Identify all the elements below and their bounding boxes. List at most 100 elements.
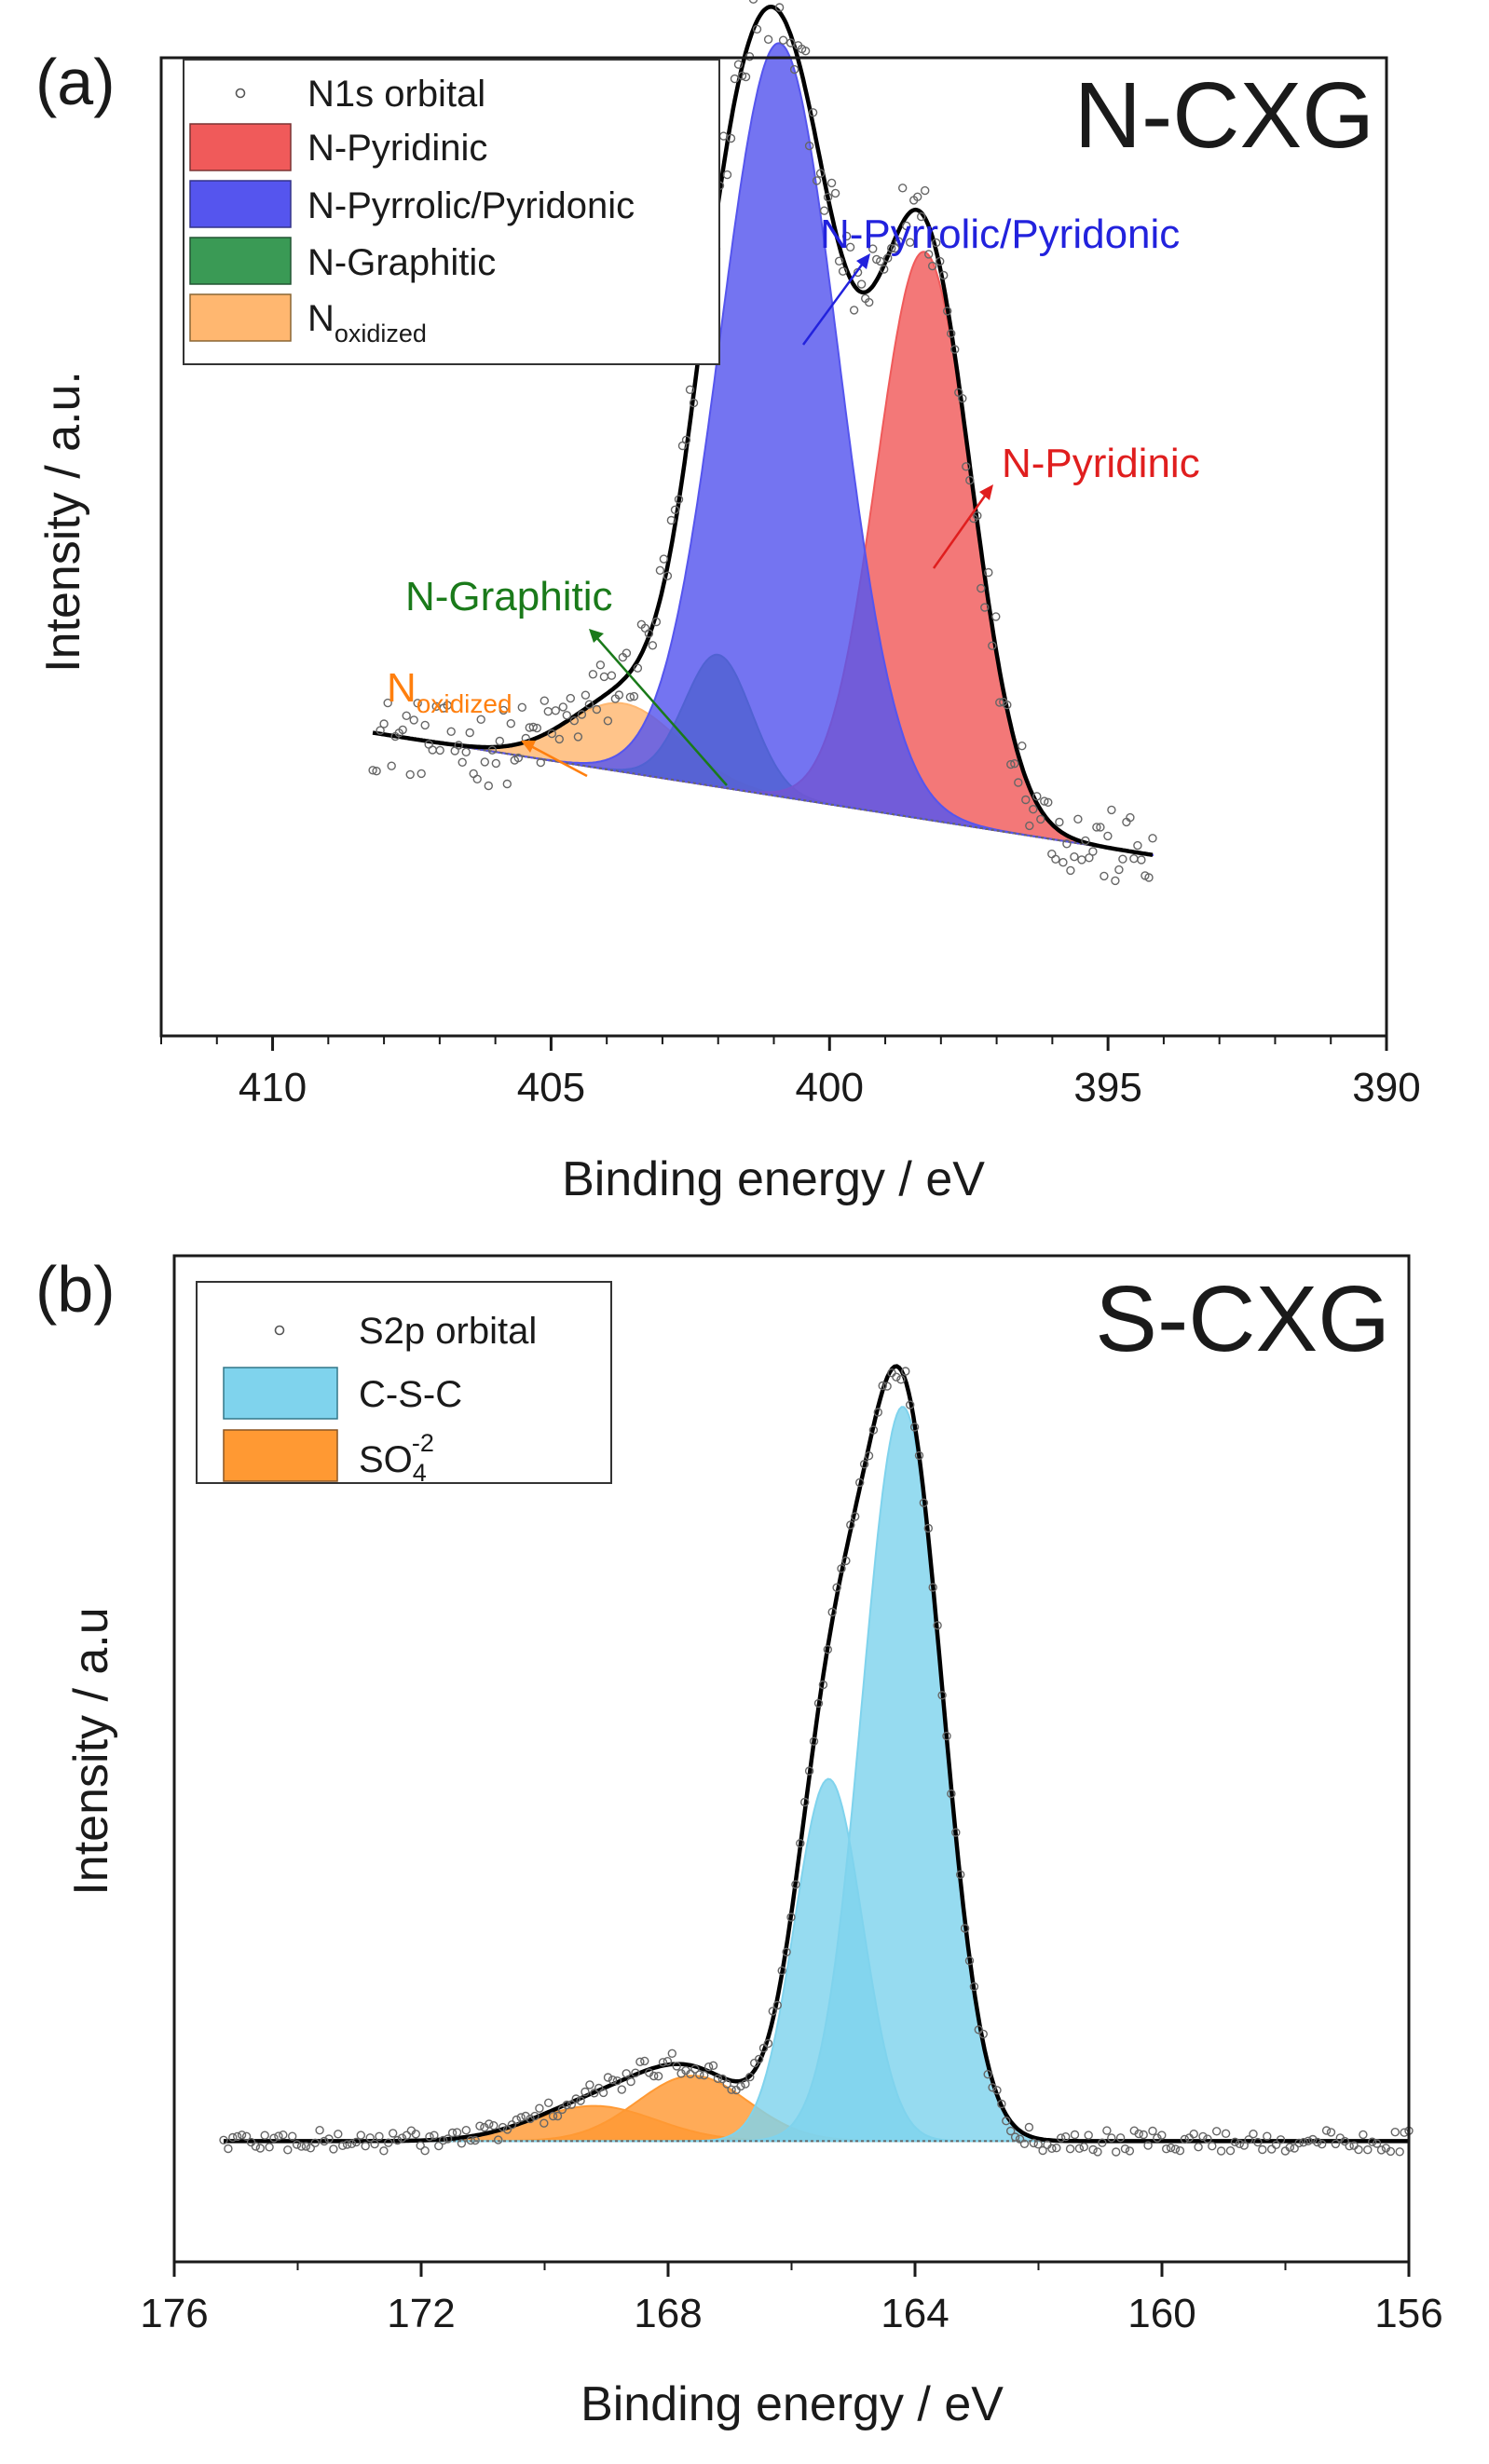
data-point: [1107, 805, 1116, 815]
data-point: [562, 2100, 571, 2110]
data-point: [965, 475, 975, 485]
data-point: [667, 2049, 676, 2059]
data-point: [1111, 2147, 1121, 2157]
data-point: [937, 1691, 947, 1700]
data-point: [909, 1423, 920, 1432]
data-point: [983, 2069, 992, 2079]
data-point: [796, 1838, 805, 1848]
data-point: [856, 279, 867, 289]
data-point: [1014, 778, 1023, 787]
data-point: [689, 398, 699, 408]
data-point: [405, 769, 415, 780]
data-point: [540, 2118, 549, 2128]
data-point: [823, 1644, 832, 1654]
x-tick-label: 395: [1073, 1065, 1141, 1110]
data-point: [898, 184, 908, 193]
data-point: [1225, 2145, 1236, 2156]
data-point: [695, 2070, 704, 2079]
data-point: [461, 2125, 471, 2135]
data-point: [891, 243, 900, 253]
data-point: [1235, 2139, 1245, 2149]
data-point: [1033, 2140, 1043, 2149]
data-point: [823, 192, 833, 202]
data-point: [804, 1766, 814, 1776]
data-point: [1029, 805, 1038, 814]
data-point: [387, 761, 396, 770]
data-point: [420, 2145, 430, 2156]
data-point: [232, 2131, 242, 2142]
data-point: [1253, 2137, 1263, 2147]
data-point: [947, 329, 956, 338]
data-point: [379, 719, 389, 728]
data-point: [845, 242, 855, 252]
data-point: [804, 141, 814, 151]
data-point: [310, 2138, 320, 2148]
x-tick-label: 410: [239, 1065, 307, 1110]
data-point: [939, 270, 949, 280]
data-point: [958, 394, 967, 403]
data-point: [557, 2104, 567, 2115]
annotation-graphitic: N-Graphitic: [405, 574, 613, 619]
panel-b-ticks: 176 172 168 164 160 156: [140, 2262, 1443, 2336]
data-point: [402, 2130, 412, 2140]
data-point: [995, 698, 1004, 707]
data-point: [447, 2128, 458, 2138]
data-point: [1118, 854, 1127, 864]
data-point: [1129, 854, 1139, 864]
data-point: [241, 2131, 252, 2142]
data-point: [997, 2099, 1006, 2109]
data-point: [306, 2144, 315, 2153]
data-point: [1194, 2142, 1203, 2152]
data-point: [1093, 2147, 1102, 2157]
data-point: [251, 2142, 261, 2151]
data-point: [315, 2125, 324, 2135]
data-point: [528, 722, 538, 732]
data-point: [1249, 2129, 1258, 2139]
data-point: [622, 648, 632, 658]
data-point: [1211, 2127, 1222, 2136]
legend-marker-s2p: [274, 1325, 285, 1336]
data-point: [653, 2071, 663, 2081]
data-point: [296, 2142, 307, 2151]
data-point: [553, 2111, 563, 2121]
data-point: [1208, 2141, 1217, 2151]
data-point: [548, 2111, 558, 2121]
x-tick-label: 172: [387, 2291, 455, 2336]
panel-a-title: N-CXG: [1074, 63, 1374, 168]
data-point: [741, 2079, 750, 2089]
data-point: [849, 306, 859, 315]
data-point: [425, 2131, 434, 2142]
data-point: [594, 2083, 604, 2093]
data-point: [430, 2130, 439, 2140]
data-point: [1036, 814, 1045, 824]
data-point: [485, 2119, 494, 2129]
x-tick-label: 156: [1374, 2291, 1442, 2336]
data-point: [457, 2139, 467, 2148]
data-point: [1002, 2116, 1011, 2126]
data-point: [517, 702, 526, 712]
data-point: [808, 108, 818, 117]
data-point: [1060, 2131, 1071, 2142]
data-point: [480, 757, 489, 767]
legend-label-n1s: N1s orbital: [307, 74, 485, 115]
data-point: [1077, 855, 1086, 864]
data-point: [512, 2115, 521, 2125]
data-point: [592, 704, 602, 715]
data-point: [964, 1956, 975, 1966]
data-point: [855, 1477, 865, 1488]
data-point: [859, 1459, 869, 1469]
data-point: [659, 554, 669, 564]
data-point: [878, 1381, 887, 1391]
data-point: [928, 261, 937, 271]
data-point: [722, 170, 732, 180]
data-point: [955, 1870, 965, 1880]
panel-a: (a) 410 405 400 395 390 N-CXG Binding energy…: [35, 0, 1421, 1206]
data-point: [324, 2134, 334, 2144]
data-point: [1345, 2141, 1354, 2151]
data-point: [1070, 852, 1079, 862]
data-point: [494, 2135, 503, 2144]
legend-label-csc: C-S-C: [359, 1374, 462, 1415]
data-point: [947, 1789, 956, 1799]
annotation-pyridinic: N-Pyridinic: [1002, 441, 1200, 486]
envelope-fit-line: [372, 5, 1154, 857]
